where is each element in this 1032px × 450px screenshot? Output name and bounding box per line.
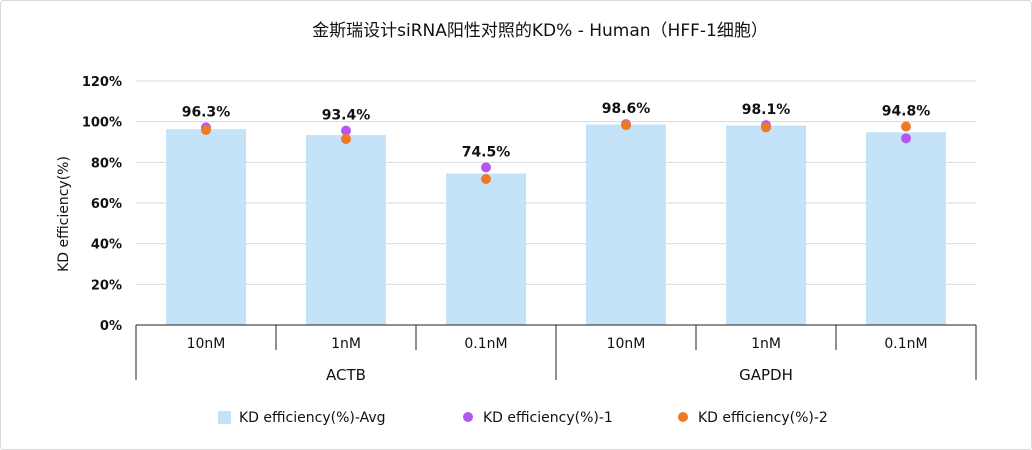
data-label: 98.6% xyxy=(602,101,651,117)
data-label: 94.8% xyxy=(882,104,931,120)
x-tick-label: 1nM xyxy=(751,336,781,352)
data-point xyxy=(481,174,491,185)
bar xyxy=(586,124,666,325)
y-tick-label: 120% xyxy=(82,75,122,90)
chart-title: 金斯瑞设计siRNA阳性对照的KD% - Human（HFF-1细胞） xyxy=(312,21,768,41)
legend-entry: KD efficiency(%)-1 xyxy=(483,410,613,426)
legend-swatch xyxy=(678,412,688,422)
x-group-label: ACTB xyxy=(326,366,366,384)
legend-entry: KD efficiency(%)-Avg xyxy=(239,410,386,426)
bar xyxy=(866,132,946,325)
x-tick-label: 10nM xyxy=(607,336,646,352)
gridlines: 0% 20% 40% 60% 80% 100% 120% xyxy=(82,75,976,334)
data-point xyxy=(761,122,771,133)
data-point xyxy=(901,121,911,132)
data-point xyxy=(901,133,911,144)
x-axis: 10nM 1nM 0.1nM 10nM 1nM 0.1nM ACTB GAPDH xyxy=(135,324,977,384)
y-tick-label: 0% xyxy=(100,319,122,334)
legend-entry: KD efficiency(%)-2 xyxy=(698,410,828,426)
y-axis-label: KD efficiency(%) xyxy=(56,156,72,272)
bar xyxy=(446,173,526,325)
y-tick-label: 20% xyxy=(91,278,122,293)
x-tick-label: 0.1nM xyxy=(884,336,927,352)
points xyxy=(201,119,911,185)
data-labels: 96.3% 93.4% 74.5% 98.6% 98.1% 94.8% xyxy=(182,101,931,160)
data-label: 74.5% xyxy=(462,144,511,160)
legend-swatch xyxy=(218,411,231,424)
y-tick-label: 60% xyxy=(91,197,122,212)
data-point xyxy=(481,162,491,173)
y-tick-label: 40% xyxy=(91,238,122,253)
data-point xyxy=(341,125,351,136)
x-tick-label: 1nM xyxy=(331,336,361,352)
bar xyxy=(726,125,806,325)
data-point xyxy=(341,133,351,144)
y-tick-label: 100% xyxy=(82,116,122,131)
legend-swatch xyxy=(463,412,473,422)
bar xyxy=(166,129,246,325)
x-group-label: GAPDH xyxy=(739,366,793,384)
bars xyxy=(166,124,946,325)
data-label: 93.4% xyxy=(322,108,371,124)
y-tick-label: 80% xyxy=(91,156,122,171)
legend: KD efficiency(%)-Avg KD efficiency(%)-1 KD… xyxy=(218,410,828,426)
data-point xyxy=(201,125,211,136)
bar xyxy=(306,135,386,325)
data-label: 98.1% xyxy=(742,102,791,118)
data-point xyxy=(621,120,631,131)
x-tick-label: 0.1nM xyxy=(464,336,507,352)
data-label: 96.3% xyxy=(182,104,231,120)
x-tick-label: 10nM xyxy=(187,336,226,352)
